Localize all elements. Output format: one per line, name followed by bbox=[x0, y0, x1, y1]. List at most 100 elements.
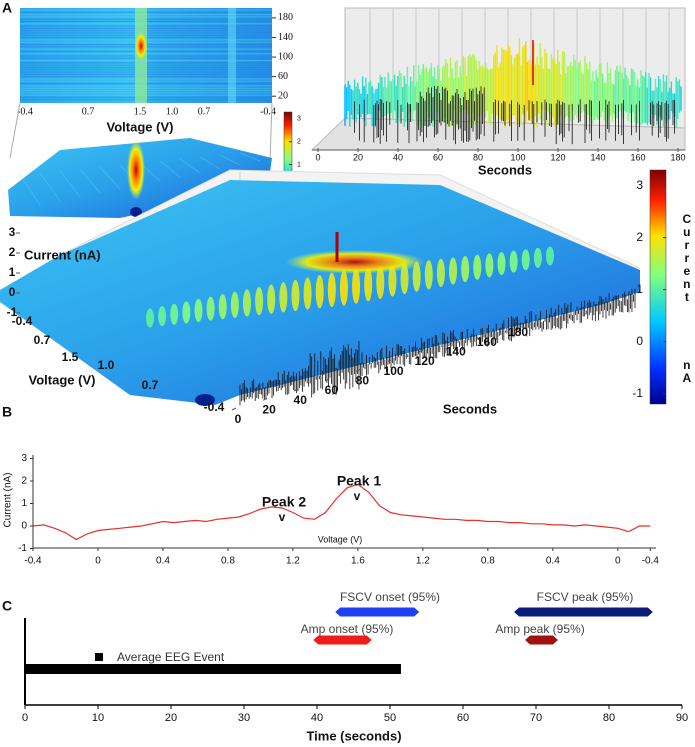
surface3d-bump bbox=[364, 266, 373, 302]
surface3d-bump bbox=[279, 282, 288, 313]
surface-ridge bbox=[219, 154, 241, 166]
surface3d-bump bbox=[436, 258, 445, 288]
x-axis-label: Voltage (V) bbox=[318, 534, 363, 544]
surface3d-bump bbox=[242, 289, 251, 317]
y-tick-label: -0.4 bbox=[204, 400, 225, 414]
x-tick bbox=[231, 407, 237, 411]
panel-label: B bbox=[2, 404, 12, 420]
x-tick-label: 40 bbox=[294, 393, 308, 407]
x-tick-label: 160 bbox=[630, 152, 645, 162]
x-tick-label: 100 bbox=[510, 152, 525, 162]
surface3d-bump bbox=[449, 257, 458, 285]
x-tick-label: 140 bbox=[590, 152, 605, 162]
x-tick bbox=[449, 339, 455, 343]
x-tick-label: 160 bbox=[477, 335, 497, 349]
x-tick-label: 40 bbox=[311, 712, 323, 724]
annotation-marker: v bbox=[354, 489, 361, 503]
x-tick-label: 80 bbox=[356, 374, 370, 388]
x-tick-label: 80 bbox=[603, 712, 615, 724]
x-tick-label: 0.4 bbox=[156, 556, 170, 567]
x-tick-label: 0.8 bbox=[221, 556, 235, 567]
x-tick-label: 120 bbox=[550, 152, 565, 162]
x-tick-label: 1.0 bbox=[166, 106, 179, 117]
surface3d-bump bbox=[424, 260, 433, 290]
annotation: Peak 1 bbox=[337, 473, 382, 489]
surface3d-bump bbox=[412, 261, 421, 292]
surface3d-bump bbox=[218, 294, 227, 320]
range-label: Amp peak (95%) bbox=[495, 622, 584, 636]
x-tick-label: -0.4 bbox=[24, 556, 42, 567]
range-bar bbox=[313, 635, 372, 645]
surface3d-bump bbox=[497, 251, 506, 276]
legend-swatch bbox=[95, 653, 103, 661]
surface3d-bump bbox=[267, 284, 276, 314]
x-tick-label: 0.7 bbox=[198, 106, 211, 117]
y-tick-label: 0 bbox=[21, 521, 27, 532]
colorbar-label: nA bbox=[680, 358, 694, 384]
colorbar-tick-label: 1 bbox=[297, 161, 301, 168]
x-tick-label: 30 bbox=[238, 712, 250, 724]
connector bbox=[9, 102, 21, 159]
surface3d-bump bbox=[509, 250, 518, 273]
x-tick bbox=[293, 388, 299, 392]
surface-ridge bbox=[99, 166, 121, 190]
x-tick-label: 60 bbox=[457, 712, 469, 724]
colorbar-tick-label: 0 bbox=[636, 334, 643, 348]
surface-ridge bbox=[179, 158, 201, 174]
colorbar-tick-label: 3 bbox=[636, 178, 643, 192]
x-tick-label: 0 bbox=[615, 556, 621, 567]
y-tick-label: 3 bbox=[21, 453, 27, 464]
y-tick-label: 1.0 bbox=[98, 358, 115, 372]
range-bar bbox=[335, 607, 420, 617]
x-tick-label: 20 bbox=[262, 403, 276, 417]
x-tick-label: 40 bbox=[393, 152, 403, 162]
x-tick-label: 70 bbox=[530, 712, 542, 724]
surface3d-bump bbox=[230, 291, 239, 318]
x-tick-label: 20 bbox=[165, 712, 177, 724]
surface3d-bump bbox=[339, 270, 348, 306]
x-tick-label: 140 bbox=[446, 345, 466, 359]
y-tick-label: 0.7 bbox=[34, 333, 51, 347]
y-tick-label: 60 bbox=[278, 71, 288, 82]
x-tick bbox=[480, 330, 486, 334]
x-tick-label: 50 bbox=[384, 712, 396, 724]
surface-peak bbox=[127, 140, 145, 200]
x-tick-label: 100 bbox=[384, 364, 404, 378]
surface3d-bump bbox=[546, 246, 554, 266]
y-tick-label: 1.5 bbox=[62, 350, 79, 364]
x-tick bbox=[356, 368, 361, 372]
x-tick-label: 0.8 bbox=[481, 556, 495, 567]
x-tick-label: 0.7 bbox=[82, 106, 95, 117]
y-tick-label: 20 bbox=[278, 91, 288, 102]
x-tick-label: 1.2 bbox=[286, 556, 300, 567]
y-tick-label: 180 bbox=[278, 12, 293, 23]
colorbar-tick-label: 2 bbox=[636, 230, 643, 244]
x-tick bbox=[325, 378, 330, 382]
surface3d-bump bbox=[291, 279, 300, 312]
annotation-marker: v bbox=[279, 510, 286, 524]
annotation: Peak 2 bbox=[262, 494, 307, 510]
heatmap-band bbox=[228, 8, 236, 103]
range-bar bbox=[514, 607, 653, 617]
x-tick-label: 0 bbox=[235, 412, 242, 426]
x-axis-label: Seconds bbox=[478, 162, 532, 177]
x-tick-label: 0.4 bbox=[546, 556, 560, 567]
y-axis-label: Current (nA) bbox=[3, 472, 14, 527]
x-tick-label: -0.4 bbox=[260, 106, 276, 117]
surface3d-bump bbox=[376, 265, 385, 300]
y-axis-label: Voltage (V) bbox=[29, 372, 96, 387]
colorbar-tick-label: 3 bbox=[297, 116, 301, 123]
z-tick-label: 3 bbox=[9, 225, 16, 239]
heatmap-peak bbox=[135, 32, 147, 60]
surface3d-bump bbox=[521, 249, 530, 271]
surface3d-bump bbox=[146, 308, 154, 328]
surface-ridge bbox=[159, 160, 181, 178]
x-tick-label: 1.5 bbox=[134, 106, 147, 117]
y-tick-label: -0.4 bbox=[12, 314, 33, 328]
x-tick-label: 0 bbox=[95, 556, 101, 567]
colorbar-tick-label: 2 bbox=[297, 139, 301, 146]
x-tick-label: -0.4 bbox=[17, 106, 33, 117]
line bbox=[32, 483, 651, 541]
surface3d-bump bbox=[352, 268, 361, 304]
colorbar bbox=[649, 169, 667, 405]
